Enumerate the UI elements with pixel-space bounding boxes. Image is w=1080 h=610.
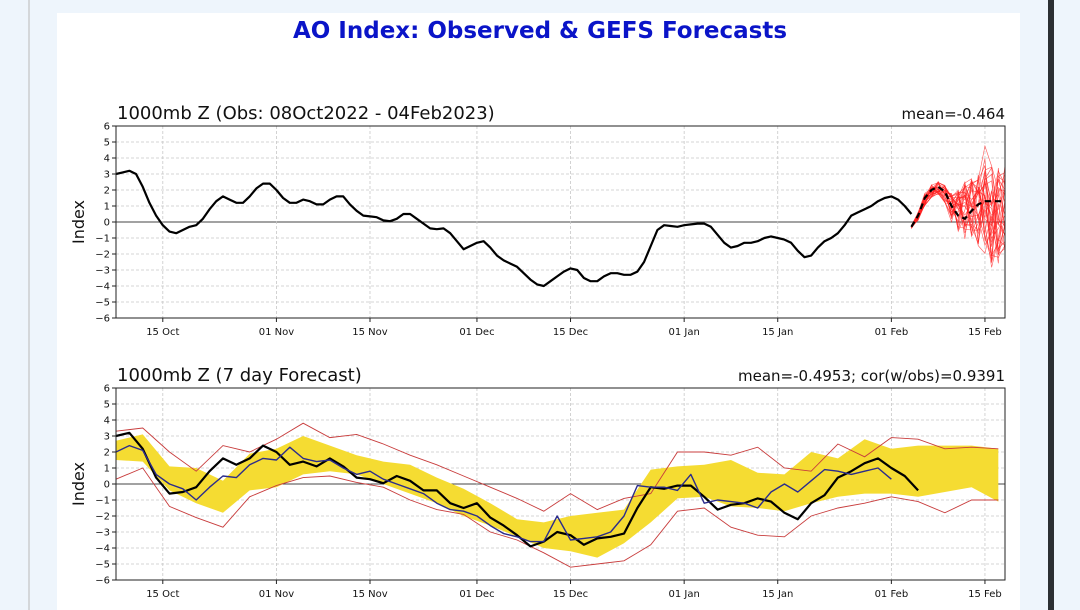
ensemble-member-line (911, 164, 1006, 236)
y-tick-label: 1 (104, 464, 110, 475)
y-tick-label: 6 (104, 122, 110, 133)
y-tick-label: 2 (104, 186, 110, 197)
y-tick-label: 2 (104, 448, 110, 459)
x-tick-label: 01 Nov (259, 327, 295, 338)
forecast-mean-line (115, 444, 892, 543)
y-tick-label: 4 (104, 416, 110, 427)
chart-annotation: mean=-0.464 (902, 105, 1005, 123)
observed-line (115, 431, 919, 548)
x-tick-label: 15 Dec (553, 327, 588, 338)
y-tick-label: −3 (95, 266, 110, 277)
scrollbar[interactable] (1048, 0, 1054, 610)
x-tick-label: 15 Jan (762, 327, 793, 338)
x-tick-label: 01 Jan (668, 327, 699, 338)
x-tick-label: 01 Feb (875, 589, 909, 600)
y-tick-label: 0 (104, 218, 110, 229)
y-tick-label: −4 (95, 282, 110, 293)
x-tick-label: 15 Feb (968, 589, 1002, 600)
chart-title: 1000mb Z (7 day Forecast) (117, 365, 362, 386)
x-tick-label: 01 Dec (459, 589, 494, 600)
y-tick-label: 0 (104, 480, 110, 491)
y-tick-label: −3 (95, 528, 110, 539)
observed-line (115, 169, 913, 288)
y-tick-label: −4 (95, 544, 110, 555)
x-tick-label: 15 Oct (146, 589, 179, 600)
ensemble-mean-line (910, 185, 1005, 228)
x-tick-label: 15 Feb (968, 327, 1002, 338)
window-left-border (28, 0, 30, 610)
y-axis-label: Index (69, 462, 88, 506)
y-tick-label: 4 (104, 154, 110, 165)
y-tick-label: −1 (95, 496, 110, 507)
chart-panel-1: −6 −5 −4 −3 −2 −1 0 1 2 3 4 5 6 15 Oct 01 Nov 15 Nov 01 … (69, 103, 1006, 338)
y-tick-label: −2 (95, 512, 110, 523)
y-tick-label: −6 (95, 314, 110, 325)
forecast-lower-bound-line (115, 467, 999, 568)
chart-title: 1000mb Z (Obs: 08Oct2022 - 04Feb2023) (117, 103, 495, 124)
x-tick-label: 01 Dec (459, 327, 494, 338)
ensemble-member-line (911, 185, 1006, 258)
y-tick-label: 5 (104, 400, 110, 411)
x-tick-label: 01 Feb (875, 327, 909, 338)
ensemble-member-line (911, 179, 1006, 256)
y-tick-label: −5 (95, 560, 110, 571)
forecast-spread-band (116, 434, 999, 558)
x-tick-label: 01 Nov (259, 589, 295, 600)
x-tick-label: 01 Jan (668, 589, 699, 600)
x-tick-label: 15 Dec (553, 589, 588, 600)
y-tick-label: 6 (104, 384, 110, 395)
x-tick-label: 15 Nov (352, 327, 388, 338)
chart-panel-2: −6 −5 −4 −3 −2 −1 0 1 2 3 4 5 6 15 Oct 01 Nov 15 Nov 01 … (69, 365, 1006, 600)
chart-annotation: mean=-0.4953; cor(w/obs)=0.9391 (738, 367, 1005, 385)
y-tick-label: −1 (95, 234, 110, 245)
x-tick-label: 15 Oct (146, 327, 179, 338)
y-tick-label: 3 (104, 170, 110, 181)
x-tick-label: 15 Jan (762, 589, 793, 600)
x-tick-label: 15 Nov (352, 589, 388, 600)
y-tick-label: 5 (104, 138, 110, 149)
y-tick-label: −5 (95, 298, 110, 309)
ensemble-member-line (911, 170, 1006, 228)
page-title: AO Index: Observed & GEFS Forecasts (292, 18, 788, 44)
y-tick-label: −6 (95, 576, 110, 587)
y-axis-label: Index (69, 200, 88, 244)
y-tick-label: −2 (95, 250, 110, 261)
y-tick-label: 1 (104, 202, 110, 213)
y-tick-label: 3 (104, 432, 110, 443)
